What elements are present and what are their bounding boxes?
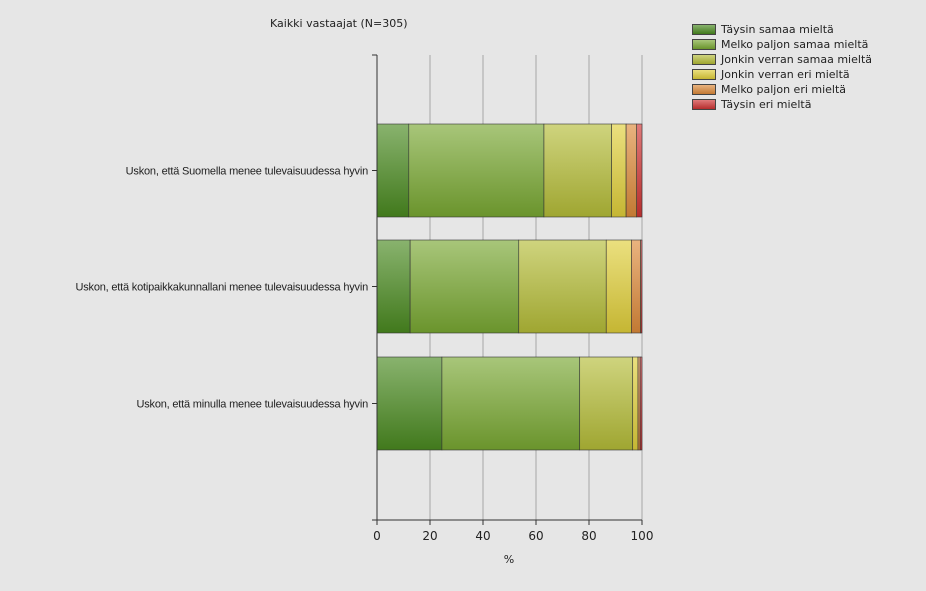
legend-swatch — [692, 84, 716, 95]
legend-item: Jonkin verran samaa mieltä — [692, 52, 872, 67]
category-label: Uskon, että kotipaikkakunnallani menee t… — [75, 282, 368, 294]
bar-segment — [441, 356, 581, 451]
legend-label: Täysin eri mieltä — [721, 98, 812, 111]
bar-segment — [376, 239, 411, 334]
bar-segment — [409, 239, 520, 334]
x-tick-label: 40 — [475, 529, 490, 543]
axes: 0 20 40 60 80 100% Uskon, että Suomella menee … — [75, 54, 654, 566]
bar-segment — [579, 356, 634, 451]
legend-label: Melko paljon eri mieltä — [721, 83, 847, 96]
bar-segment — [376, 123, 410, 218]
bar-segment — [636, 123, 643, 218]
legend-item: Melko paljon samaa mieltä — [692, 37, 872, 52]
bar-segment — [376, 356, 443, 451]
bar-segment — [625, 123, 637, 218]
category-label: Uskon, että Suomella menee tulevaisuudes… — [126, 166, 368, 178]
bar-segment — [543, 123, 612, 218]
legend-swatch — [692, 39, 716, 50]
legend-swatch — [692, 24, 716, 35]
legend-item: Täysin eri mieltä — [692, 97, 872, 112]
x-tick-label: 100 — [631, 529, 654, 543]
bar-segment — [639, 356, 643, 451]
legend-item: Jonkin verran eri mieltä — [692, 67, 872, 82]
bar-segment — [518, 239, 607, 334]
x-axis-label: % — [504, 553, 514, 566]
bar-segment — [637, 356, 641, 451]
bar-segment — [408, 123, 545, 218]
legend-swatch — [692, 69, 716, 80]
legend-item: Melko paljon eri mieltä — [692, 82, 872, 97]
bar-segment — [605, 239, 632, 334]
bar-segment — [611, 123, 627, 218]
legend-label: Jonkin verran eri mieltä — [721, 68, 850, 81]
x-tick-label: 20 — [422, 529, 437, 543]
x-tick-label: 80 — [581, 529, 596, 543]
legend-label: Melko paljon samaa mieltä — [721, 38, 869, 51]
category-label: Uskon, että minulla menee tulevaisuudess… — [136, 399, 368, 411]
chart-title: Kaikki vastaajat (N=305) — [270, 17, 408, 30]
bar-segment — [640, 239, 643, 334]
bars — [376, 123, 643, 451]
legend-swatch — [692, 99, 716, 110]
legend-swatch — [692, 54, 716, 65]
x-tick-label: 60 — [528, 529, 543, 543]
legend-label: Jonkin verran samaa mieltä — [721, 53, 872, 66]
x-tick-label: 0 — [373, 529, 381, 543]
legend: Täysin samaa mieltä Melko paljon samaa mi… — [692, 22, 872, 112]
legend-label: Täysin samaa mieltä — [721, 23, 834, 36]
legend-item: Täysin samaa mieltä — [692, 22, 872, 37]
bar-segment — [631, 239, 641, 334]
bar-segment — [632, 356, 639, 451]
